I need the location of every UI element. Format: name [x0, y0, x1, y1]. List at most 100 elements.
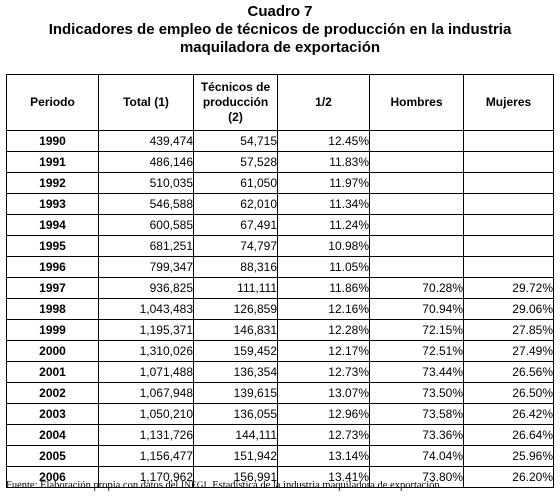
cell-mujeres: 29.72%: [463, 277, 554, 299]
cell-hombres: 74.04%: [369, 445, 464, 467]
cell-ratio: 10.98%: [277, 235, 370, 257]
cell-periodo: 1994: [6, 214, 99, 236]
cell-tecnicos: 139,615: [193, 382, 278, 404]
cell-ratio: 11.86%: [277, 277, 370, 299]
cell-tecnicos: 136,354: [193, 361, 278, 383]
table-row: 1990 439,474 54,715 12.45%: [6, 130, 554, 152]
cell-hombres: 70.28%: [369, 277, 464, 299]
cell-ratio: 11.24%: [277, 214, 370, 236]
cell-ratio: 12.16%: [277, 298, 370, 320]
cell-tecnicos: 88,316: [193, 256, 278, 278]
cell-hombres: [369, 193, 464, 215]
header-hombres: Hombres: [369, 74, 464, 131]
cell-hombres: [369, 256, 464, 278]
header-tecnicos: Técnicos de producción (2): [193, 74, 278, 131]
table-row: 2000 1,310,026 159,452 12.17% 72.51% 27.49%: [6, 340, 554, 362]
cell-periodo: 2002: [6, 382, 99, 404]
cell-periodo: 1993: [6, 193, 99, 215]
cell-mujeres: [463, 151, 554, 173]
cell-tecnicos: 57,528: [193, 151, 278, 173]
table-subtitle-line-2: maquiladora de exportación: [179, 39, 381, 56]
cell-periodo: 2005: [6, 445, 99, 467]
cell-periodo: 1998: [6, 298, 99, 320]
table-row: 2002 1,067,948 139,615 13.07% 73.50% 26.50%: [6, 382, 554, 404]
cell-periodo: 2001: [6, 361, 99, 383]
cell-mujeres: [463, 235, 554, 257]
cell-mujeres: 26.64%: [463, 424, 554, 446]
table-body: 1990 439,474 54,715 12.45% 1991 486,146 57,528…: [6, 130, 554, 488]
cell-total: 1,131,726: [98, 424, 194, 446]
table-row: 1995 681,251 74,797 10.98%: [6, 235, 554, 257]
cell-ratio: 12.96%: [277, 403, 370, 425]
header-mujeres: Mujeres: [463, 74, 554, 131]
cell-tecnicos: 126,859: [193, 298, 278, 320]
source-prefix: Fuente: Elaboración propia con datos del: [6, 480, 181, 491]
source-note: Fuente: Elaboración propia con datos del…: [6, 480, 556, 491]
cell-total: 1,071,488: [98, 361, 194, 383]
table-subtitle-line-1: Indicadores de empleo de técnicos de pro…: [48, 21, 512, 38]
cell-hombres: 72.51%: [369, 340, 464, 362]
cell-mujeres: 26.50%: [463, 382, 554, 404]
cell-total: 439,474: [98, 130, 194, 152]
cell-total: 936,825: [98, 277, 194, 299]
cell-tecnicos: 54,715: [193, 130, 278, 152]
cell-tecnicos: 136,055: [193, 403, 278, 425]
header-total: Total (1): [98, 74, 194, 131]
cell-total: 1,050,210: [98, 403, 194, 425]
cell-total: 510,035: [98, 172, 194, 194]
cell-hombres: 72.15%: [369, 319, 464, 341]
cell-ratio: 12.73%: [277, 361, 370, 383]
cell-tecnicos: 67,491: [193, 214, 278, 236]
cell-mujeres: 26.42%: [463, 403, 554, 425]
cell-periodo: 1990: [6, 130, 99, 152]
cell-total: 546,588: [98, 193, 194, 215]
cell-ratio: 13.07%: [277, 382, 370, 404]
cell-mujeres: 27.85%: [463, 319, 554, 341]
table-row: 1992 510,035 61,050 11.97%: [6, 172, 554, 194]
table-row: 2003 1,050,210 136,055 12.96% 73.58% 26.42%: [6, 403, 554, 425]
cell-periodo: 1992: [6, 172, 99, 194]
table-row: 1996 799,347 88,316 11.05%: [6, 256, 554, 278]
cell-total: 1,067,948: [98, 382, 194, 404]
cell-periodo: 2006: [6, 466, 99, 488]
cell-hombres: 70.94%: [369, 298, 464, 320]
cell-hombres: [369, 172, 464, 194]
cell-periodo: 2003: [6, 403, 99, 425]
cell-hombres: 73.58%: [369, 403, 464, 425]
table-row: 2005 1,156,477 151,942 13.14% 74.04% 25.96%: [6, 445, 554, 467]
cell-periodo: 1997: [6, 277, 99, 299]
table-row: 1998 1,043,483 126,859 12.16% 70.94% 29.06%: [6, 298, 554, 320]
header-periodo: Periodo: [6, 74, 99, 131]
cell-periodo: 1995: [6, 235, 99, 257]
table-row: 2006 1,170,962 156,991 13.41% 73.80% 26.20%: [6, 466, 554, 488]
cell-ratio: 12.73%: [277, 424, 370, 446]
table-row: 2004 1,131,726 144,111 12.73% 73.36% 26.64%: [6, 424, 554, 446]
cell-mujeres: 25.96%: [463, 445, 554, 467]
cell-total: 1,043,483: [98, 298, 194, 320]
cell-tecnicos: 144,111: [193, 424, 278, 446]
cell-ratio: 13.14%: [277, 445, 370, 467]
cell-ratio: 12.45%: [277, 130, 370, 152]
cell-hombres: [369, 130, 464, 152]
cell-mujeres: 26.56%: [463, 361, 554, 383]
table-row: 1994 600,585 67,491 11.24%: [6, 214, 554, 236]
table-title: Cuadro 7: [247, 3, 313, 20]
cell-hombres: [369, 151, 464, 173]
table-row: 1991 486,146 57,528 11.83%: [6, 151, 554, 173]
source-org: INEGI: [180, 480, 207, 490]
cell-mujeres: [463, 214, 554, 236]
cell-mujeres: [463, 130, 554, 152]
cell-mujeres: 26.20%: [463, 466, 554, 488]
cell-hombres: 73.50%: [369, 382, 464, 404]
table-row: 1997 936,825 111,111 11.86% 70.28% 29.72%: [6, 277, 554, 299]
cell-total: 600,585: [98, 214, 194, 236]
cell-hombres: [369, 214, 464, 236]
cell-hombres: 73.36%: [369, 424, 464, 446]
cell-total: 681,251: [98, 235, 194, 257]
cell-tecnicos: 159,452: [193, 340, 278, 362]
cell-ratio: 11.05%: [277, 256, 370, 278]
table-header-row: Periodo Total (1) Técnicos de producción…: [6, 74, 554, 131]
cell-periodo: 2000: [6, 340, 99, 362]
cell-periodo: 1999: [6, 319, 99, 341]
cell-ratio: 12.28%: [277, 319, 370, 341]
